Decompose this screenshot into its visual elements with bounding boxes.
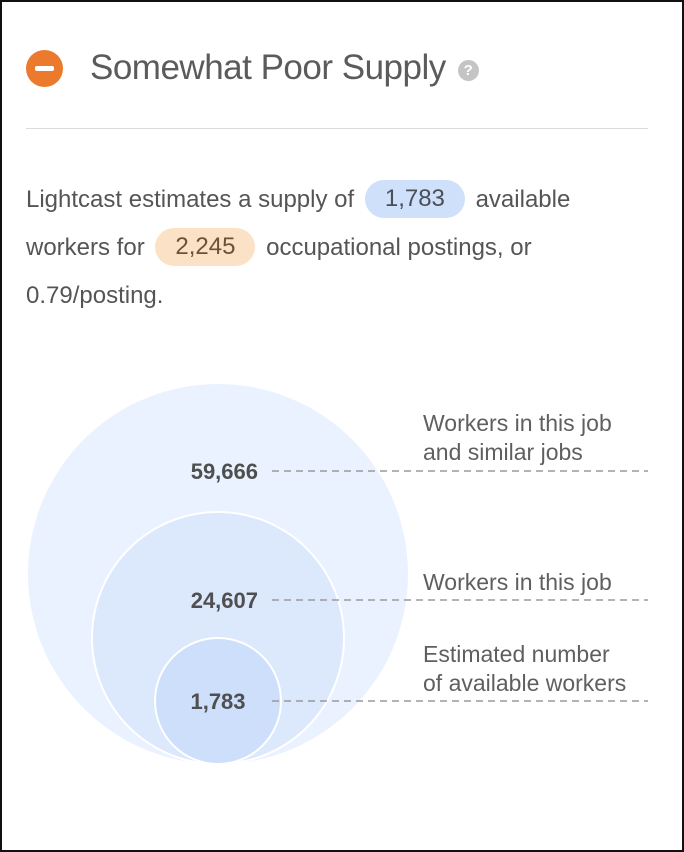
minus-circle-icon [26, 49, 63, 87]
supply-description: Lightcast estimates a supply of 1,783 av… [26, 176, 656, 320]
help-icon[interactable]: ? [457, 59, 479, 81]
supply-value-badge: 1,783 [364, 179, 465, 218]
desc-text-2: available workers for [26, 186, 571, 261]
label-level-3-line-2: of available workers [423, 670, 626, 696]
value-level-1: 59,666 [191, 459, 258, 484]
postings-value-badge: 2,245 [155, 227, 256, 266]
nested-circles-chart: 59,666 24,607 1,783 Workers in this job … [28, 384, 648, 765]
label-level-2-line-1: Workers in this job [423, 569, 612, 595]
value-level-2: 24,607 [191, 588, 258, 613]
page-title: Somewhat Poor Supply [90, 48, 446, 87]
label-level-1-line-1: Workers in this job [423, 410, 612, 436]
desc-text-3: occupational postings, or 0.79/posting. [26, 234, 532, 309]
desc-text-1: Lightcast estimates a supply of [26, 186, 355, 213]
card-header: Somewhat Poor Supply ? [26, 44, 479, 92]
divider [26, 128, 648, 129]
label-level-1-line-2: and similar jobs [423, 439, 583, 465]
circle-inner [154, 637, 282, 765]
value-level-3: 1,783 [190, 689, 245, 714]
label-level-3-line-1: Estimated number [423, 641, 610, 667]
